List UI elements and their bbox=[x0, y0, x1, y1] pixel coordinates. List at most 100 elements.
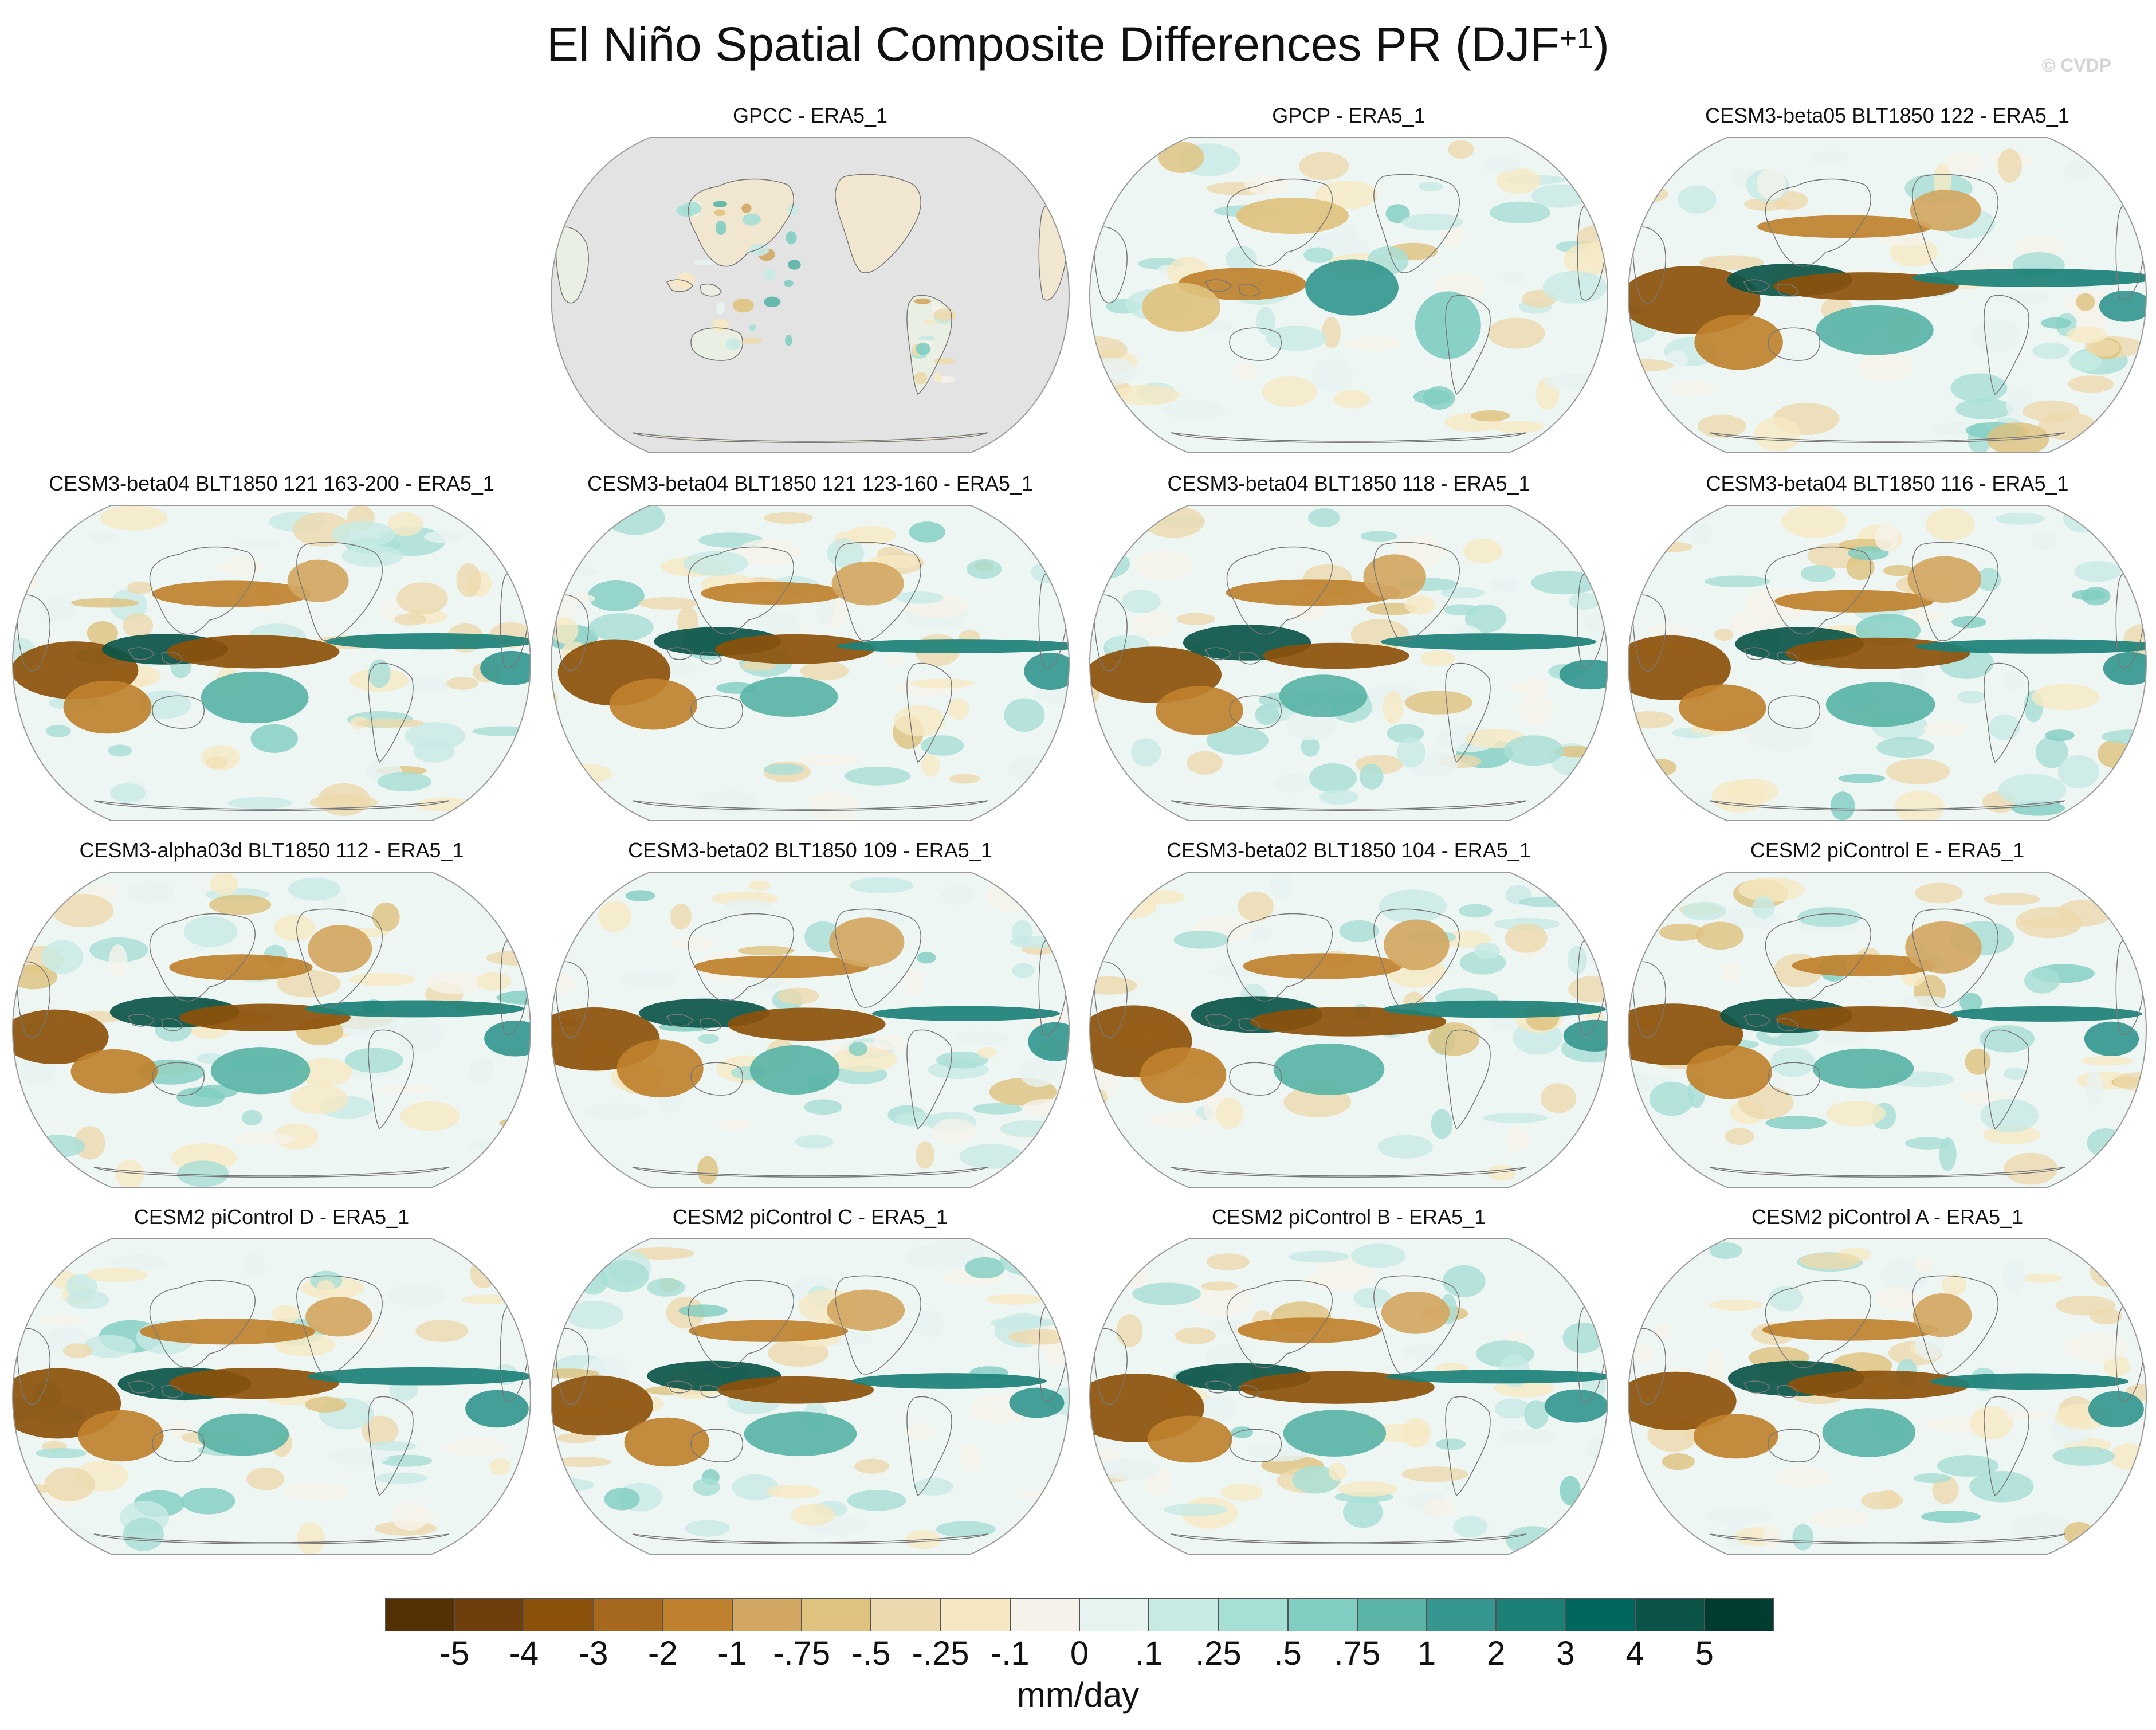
precip-anomaly-band bbox=[1273, 1043, 1385, 1095]
precip-anomaly-blob bbox=[1632, 1284, 1654, 1311]
colorbar-swatch bbox=[1079, 1598, 1149, 1631]
coastline bbox=[1171, 1533, 1527, 1544]
precip-anomaly-blob bbox=[1000, 1120, 1056, 1137]
precip-anomaly-blob bbox=[1506, 1526, 1559, 1554]
precip-anomaly-band bbox=[201, 671, 309, 724]
colorbar-swatch bbox=[1565, 1598, 1635, 1631]
coastline bbox=[1171, 1167, 1527, 1178]
coastline bbox=[152, 695, 205, 729]
precip-anomaly-blob bbox=[1440, 587, 1485, 599]
colorbar-swatch bbox=[940, 1598, 1010, 1631]
precip-anomaly-blob bbox=[1333, 390, 1370, 409]
precip-anomaly-blob bbox=[2068, 351, 2102, 371]
panel-title: CESM3-beta05 BLT1850 122 - ERA5_1 bbox=[1705, 104, 2069, 127]
land-field bbox=[835, 174, 921, 273]
precip-anomaly-blob bbox=[2076, 293, 2095, 311]
precip-anomaly-blob bbox=[317, 1280, 335, 1294]
precip-anomaly-blob bbox=[551, 973, 576, 994]
precip-anomaly-band bbox=[1773, 272, 1959, 301]
precip-anomaly-band bbox=[70, 1049, 158, 1094]
precip-anomaly-blob bbox=[317, 783, 370, 816]
precip-anomaly-blob bbox=[1315, 180, 1379, 209]
precip-anomaly-band bbox=[139, 1319, 316, 1345]
colorbar-swatch bbox=[871, 1598, 941, 1631]
precip-anomaly-blob bbox=[953, 1031, 1008, 1045]
map-outline bbox=[1089, 872, 1609, 1188]
map-outline bbox=[1089, 1238, 1609, 1555]
precip-anomaly-blob bbox=[1907, 609, 1941, 625]
coastline bbox=[127, 1380, 155, 1394]
coastline bbox=[1094, 226, 1128, 304]
coastline bbox=[1984, 295, 2029, 395]
precip-anomaly-band bbox=[701, 582, 845, 605]
map-panel: GPCP - ERA5_1 bbox=[1085, 103, 1612, 470]
precip-anomaly-blob bbox=[972, 1103, 1023, 1115]
precip-anomaly-band bbox=[1559, 659, 1608, 690]
precip-anomaly-blob bbox=[1697, 414, 1746, 438]
precip-anomaly-blob bbox=[1090, 1249, 1101, 1273]
map-outline bbox=[1627, 872, 2147, 1188]
precip-anomaly-blob bbox=[584, 1103, 650, 1120]
precip-anomaly-blob bbox=[1319, 789, 1358, 805]
precip-anomaly-blob bbox=[100, 505, 168, 531]
precip-anomaly-blob bbox=[551, 886, 586, 917]
precip-anomaly-blob bbox=[1923, 720, 1966, 737]
precip-anomaly-blob bbox=[403, 675, 451, 693]
precip-anomaly-blob bbox=[1090, 896, 1125, 917]
precip-anomaly-blob bbox=[964, 1257, 1006, 1279]
precip-anomaly-blob bbox=[1135, 550, 1193, 580]
coastline bbox=[906, 662, 952, 763]
precip-anomaly-band bbox=[1384, 919, 1450, 971]
precip-anomaly-band bbox=[1825, 682, 1935, 727]
precip-anomaly-blob bbox=[1875, 523, 1899, 551]
coastline bbox=[1984, 1396, 2029, 1497]
map-outline bbox=[11, 872, 532, 1188]
coastline bbox=[1373, 174, 1460, 273]
precip-anomaly-blob bbox=[1090, 1507, 1112, 1531]
precip-anomaly-band bbox=[1694, 314, 1783, 370]
precip-anomaly-blob bbox=[1875, 1286, 1920, 1311]
precip-anomaly-blob bbox=[849, 1041, 868, 1056]
precip-anomaly-blob bbox=[1955, 398, 2014, 419]
precip-anomaly-blob bbox=[916, 951, 936, 964]
colorbar-labels: -5 -4 -3 -2 -1 -.75 -.5 -.25 -.1 0 .1 .25 .5 .75 1 2 3 4 5 bbox=[385, 1637, 1774, 1671]
colorbar-swatch bbox=[1704, 1598, 1774, 1631]
precip-anomaly-blob bbox=[741, 203, 752, 213]
precip-anomaly-blob bbox=[1359, 763, 1384, 790]
precip-anomaly-blob bbox=[913, 1310, 945, 1337]
precip-anomaly-blob bbox=[183, 916, 238, 947]
map-outline bbox=[550, 1238, 1070, 1555]
precip-anomaly-blob bbox=[446, 677, 479, 690]
precip-anomaly-band bbox=[1383, 1000, 1606, 1018]
robinson-map bbox=[1089, 872, 1609, 1188]
precip-anomaly-blob bbox=[783, 280, 794, 287]
precip-anomaly-blob bbox=[65, 1274, 97, 1299]
precip-anomaly-blob bbox=[1649, 1081, 1695, 1116]
precip-anomaly-blob bbox=[380, 599, 400, 622]
precip-anomaly-blob bbox=[1420, 650, 1455, 667]
coastline bbox=[690, 1429, 743, 1462]
coastline bbox=[835, 542, 921, 641]
precip-anomaly-blob bbox=[904, 1246, 942, 1268]
precip-anomaly-blob bbox=[717, 1119, 752, 1131]
coastline bbox=[17, 1328, 50, 1405]
map-outline bbox=[1627, 137, 2147, 453]
precip-anomaly-blob bbox=[413, 740, 455, 763]
precip-anomaly-blob bbox=[960, 1442, 980, 1472]
precip-anomaly-blob bbox=[1765, 1116, 1827, 1130]
precip-anomaly-blob bbox=[1727, 778, 1778, 804]
precip-anomaly-blob bbox=[1173, 931, 1230, 949]
coastline bbox=[632, 1167, 988, 1178]
precip-anomaly-band bbox=[1305, 259, 1399, 316]
coastline bbox=[1171, 800, 1527, 811]
precip-anomaly-band bbox=[551, 1375, 653, 1436]
precip-anomaly-blob bbox=[288, 877, 341, 901]
coastline bbox=[688, 178, 794, 267]
precip-anomaly-blob bbox=[936, 1521, 996, 1538]
precip-anomaly-blob bbox=[551, 1509, 577, 1543]
precip-anomaly-blob bbox=[985, 1294, 1043, 1305]
coastline bbox=[835, 908, 921, 1008]
coastline bbox=[1204, 1380, 1232, 1394]
precip-anomaly-blob bbox=[1738, 877, 1805, 902]
precip-anomaly-blob bbox=[1448, 140, 1474, 159]
